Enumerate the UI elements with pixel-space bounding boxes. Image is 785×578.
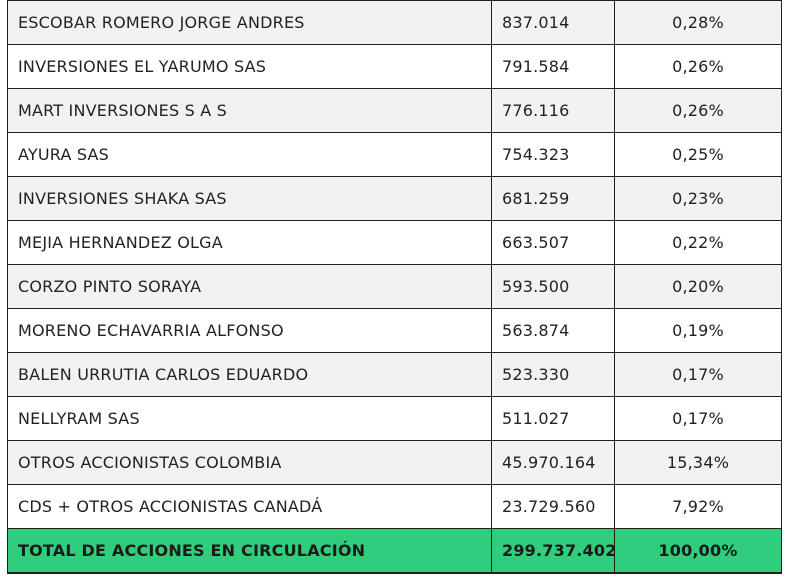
share-count: 523.330 — [491, 352, 615, 397]
shareholder-name: MART INVERSIONES S A S — [7, 88, 492, 133]
table-row: MEJIA HERNANDEZ OLGA 663.507 0,22% — [7, 220, 782, 265]
shareholder-name: AYURA SAS — [7, 132, 492, 177]
shareholders-table-body: ESCOBAR ROMERO JORGE ANDRES 837.014 0,28… — [7, 0, 782, 574]
total-row: TOTAL DE ACCIONES EN CIRCULACIÓN 299.737… — [7, 528, 782, 574]
table-row: CDS + OTROS ACCIONISTAS CANADÁ 23.729.56… — [7, 484, 782, 529]
share-percent: 0,28% — [614, 0, 782, 45]
shareholder-name: CDS + OTROS ACCIONISTAS CANADÁ — [7, 484, 492, 529]
share-count: 663.507 — [491, 220, 615, 265]
shareholder-name: CORZO PINTO SORAYA — [7, 264, 492, 309]
share-percent: 0,19% — [614, 308, 782, 353]
share-count: 593.500 — [491, 264, 615, 309]
share-count: 681.259 — [491, 176, 615, 221]
share-percent: 0,17% — [614, 352, 782, 397]
table-row: INVERSIONES SHAKA SAS 681.259 0,23% — [7, 176, 782, 221]
table-row: MART INVERSIONES S A S 776.116 0,26% — [7, 88, 782, 133]
total-share-count: 299.737.402 — [491, 528, 615, 574]
table-row: AYURA SAS 754.323 0,25% — [7, 132, 782, 177]
share-percent: 0,20% — [614, 264, 782, 309]
table-row: MORENO ECHAVARRIA ALFONSO 563.874 0,19% — [7, 308, 782, 353]
shareholders-table: ESCOBAR ROMERO JORGE ANDRES 837.014 0,28… — [7, 0, 782, 574]
table-row: CORZO PINTO SORAYA 593.500 0,20% — [7, 264, 782, 309]
share-count: 837.014 — [491, 0, 615, 45]
table-row: BALEN URRUTIA CARLOS EDUARDO 523.330 0,1… — [7, 352, 782, 397]
share-percent: 0,26% — [614, 44, 782, 89]
share-count: 45.970.164 — [491, 440, 615, 485]
share-percent: 0,25% — [614, 132, 782, 177]
shareholder-name: NELLYRAM SAS — [7, 396, 492, 441]
share-count: 511.027 — [491, 396, 615, 441]
shareholder-name: INVERSIONES EL YARUMO SAS — [7, 44, 492, 89]
share-percent: 0,23% — [614, 176, 782, 221]
total-share-percent: 100,00% — [614, 528, 782, 574]
share-count: 776.116 — [491, 88, 615, 133]
share-percent: 0,22% — [614, 220, 782, 265]
table-row: INVERSIONES EL YARUMO SAS 791.584 0,26% — [7, 44, 782, 89]
shareholders-table-container: ESCOBAR ROMERO JORGE ANDRES 837.014 0,28… — [7, 0, 782, 574]
total-label: TOTAL DE ACCIONES EN CIRCULACIÓN — [7, 528, 492, 574]
share-count: 791.584 — [491, 44, 615, 89]
share-percent: 0,17% — [614, 396, 782, 441]
table-row: ESCOBAR ROMERO JORGE ANDRES 837.014 0,28… — [7, 0, 782, 45]
shareholder-name: BALEN URRUTIA CARLOS EDUARDO — [7, 352, 492, 397]
shareholder-name: MEJIA HERNANDEZ OLGA — [7, 220, 492, 265]
share-count: 754.323 — [491, 132, 615, 177]
share-count: 563.874 — [491, 308, 615, 353]
share-percent: 15,34% — [614, 440, 782, 485]
share-percent: 0,26% — [614, 88, 782, 133]
table-row: OTROS ACCIONISTAS COLOMBIA 45.970.164 15… — [7, 440, 782, 485]
table-row: NELLYRAM SAS 511.027 0,17% — [7, 396, 782, 441]
shareholder-name: INVERSIONES SHAKA SAS — [7, 176, 492, 221]
shareholder-name: MORENO ECHAVARRIA ALFONSO — [7, 308, 492, 353]
shareholder-name: OTROS ACCIONISTAS COLOMBIA — [7, 440, 492, 485]
shareholder-name: ESCOBAR ROMERO JORGE ANDRES — [7, 0, 492, 45]
share-percent: 7,92% — [614, 484, 782, 529]
share-count: 23.729.560 — [491, 484, 615, 529]
